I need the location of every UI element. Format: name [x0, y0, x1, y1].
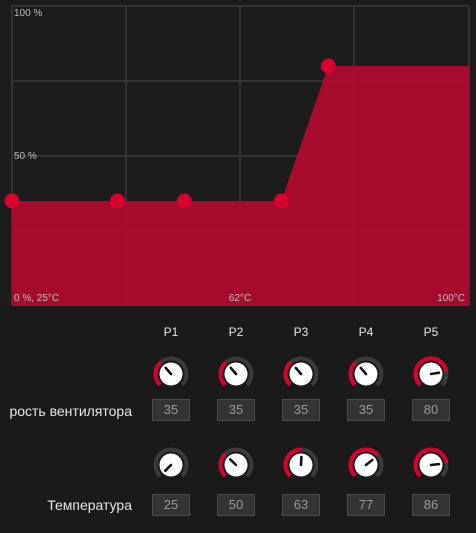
rotary-dial-icon [413, 356, 449, 387]
temperature-knob-p1[interactable] [153, 447, 189, 483]
fan-curve-svg: 100 % 50 % 0 %, 25°C 62°C 100°C [4, 5, 470, 306]
fan-curve-area [12, 66, 469, 306]
temperature-value-p3[interactable]: 63 [282, 494, 320, 516]
column-header-p4: P4 [358, 325, 374, 339]
column-header-p1: P1 [163, 325, 179, 339]
knob-indicator [364, 458, 374, 467]
knob-value-arc [218, 452, 227, 478]
y-axis-top-label: 100 % [14, 8, 42, 19]
knob-indicator [164, 366, 173, 376]
fan-speed-value-p5[interactable]: 80 [412, 399, 450, 421]
rotary-dial-icon [348, 356, 384, 387]
fan-curve-chart: 100 % 50 % 0 %, 25°C 62°C 100°C [4, 5, 470, 306]
knob-indicator [228, 458, 238, 467]
knob-value-arc [283, 447, 302, 478]
knob-value-arc [153, 360, 163, 387]
knob-value-arc [348, 360, 358, 387]
knob-value-arc [348, 447, 380, 478]
rotary-dial-icon [283, 356, 319, 387]
rotary-dial-icon [153, 356, 189, 387]
temperature-knob-p3[interactable] [283, 447, 319, 483]
temperature-knob-p5[interactable] [413, 447, 449, 483]
temperature-value-p4[interactable]: 77 [347, 494, 385, 516]
fan-speed-knob-p5[interactable] [413, 356, 449, 392]
curve-point-p4[interactable] [273, 193, 289, 209]
fan-speed-knob-p3[interactable] [283, 356, 319, 392]
rotary-dial-icon [283, 447, 319, 478]
fan-speed-knob-p4[interactable] [348, 356, 384, 392]
rotary-dial-icon [153, 447, 189, 478]
rotary-dial-icon [413, 447, 449, 478]
knob-indicator [229, 366, 238, 376]
knob-indicator [164, 463, 173, 472]
y-axis-mid-label: 50 % [14, 151, 37, 162]
temperature-value-p2[interactable]: 50 [217, 494, 255, 516]
fan-speed-value-p2[interactable]: 35 [217, 399, 255, 421]
temperature-knob-p2[interactable] [218, 447, 254, 483]
rotary-dial-icon [218, 356, 254, 387]
x-axis-origin-label: 0 %, 25°C [14, 293, 59, 304]
knob-indicator [429, 462, 441, 467]
temperature-knob-p4[interactable] [348, 447, 384, 483]
curve-point-p1[interactable] [4, 193, 20, 209]
knob-value-arc [413, 447, 449, 478]
curve-point-p2[interactable] [109, 193, 125, 209]
fan-speed-value-p3[interactable]: 35 [282, 399, 320, 421]
temperature-value-p5[interactable]: 86 [412, 494, 450, 516]
knob-indicator [294, 366, 303, 376]
x-axis-end-label: 100°C [437, 293, 465, 304]
fan-speed-value-p4[interactable]: 35 [347, 399, 385, 421]
fan-speed-row-label: рость вентилятора [9, 403, 132, 419]
curve-point-p5[interactable] [320, 58, 336, 74]
temperature-value-p1[interactable]: 25 [152, 494, 190, 516]
curve-points [4, 58, 336, 209]
knob-indicator [429, 371, 441, 376]
curve-point-p3[interactable] [176, 193, 192, 209]
fan-speed-value-p1[interactable]: 35 [152, 399, 190, 421]
fan-speed-knob-p1[interactable] [153, 356, 189, 392]
knob-value-arc [283, 360, 293, 387]
x-axis-mid-label: 62°C [229, 293, 251, 304]
knob-value-arc [413, 356, 449, 387]
column-header-p2: P2 [228, 325, 244, 339]
knob-value-arc [218, 360, 228, 387]
column-header-p3: P3 [293, 325, 309, 339]
column-header-p5: P5 [423, 325, 439, 339]
fan-speed-knob-p2[interactable] [218, 356, 254, 392]
knob-indicator [359, 366, 368, 376]
knob-track [153, 447, 189, 478]
rotary-dial-icon [218, 447, 254, 478]
temperature-row-label: Температура [47, 497, 132, 513]
rotary-dial-icon [348, 447, 384, 478]
